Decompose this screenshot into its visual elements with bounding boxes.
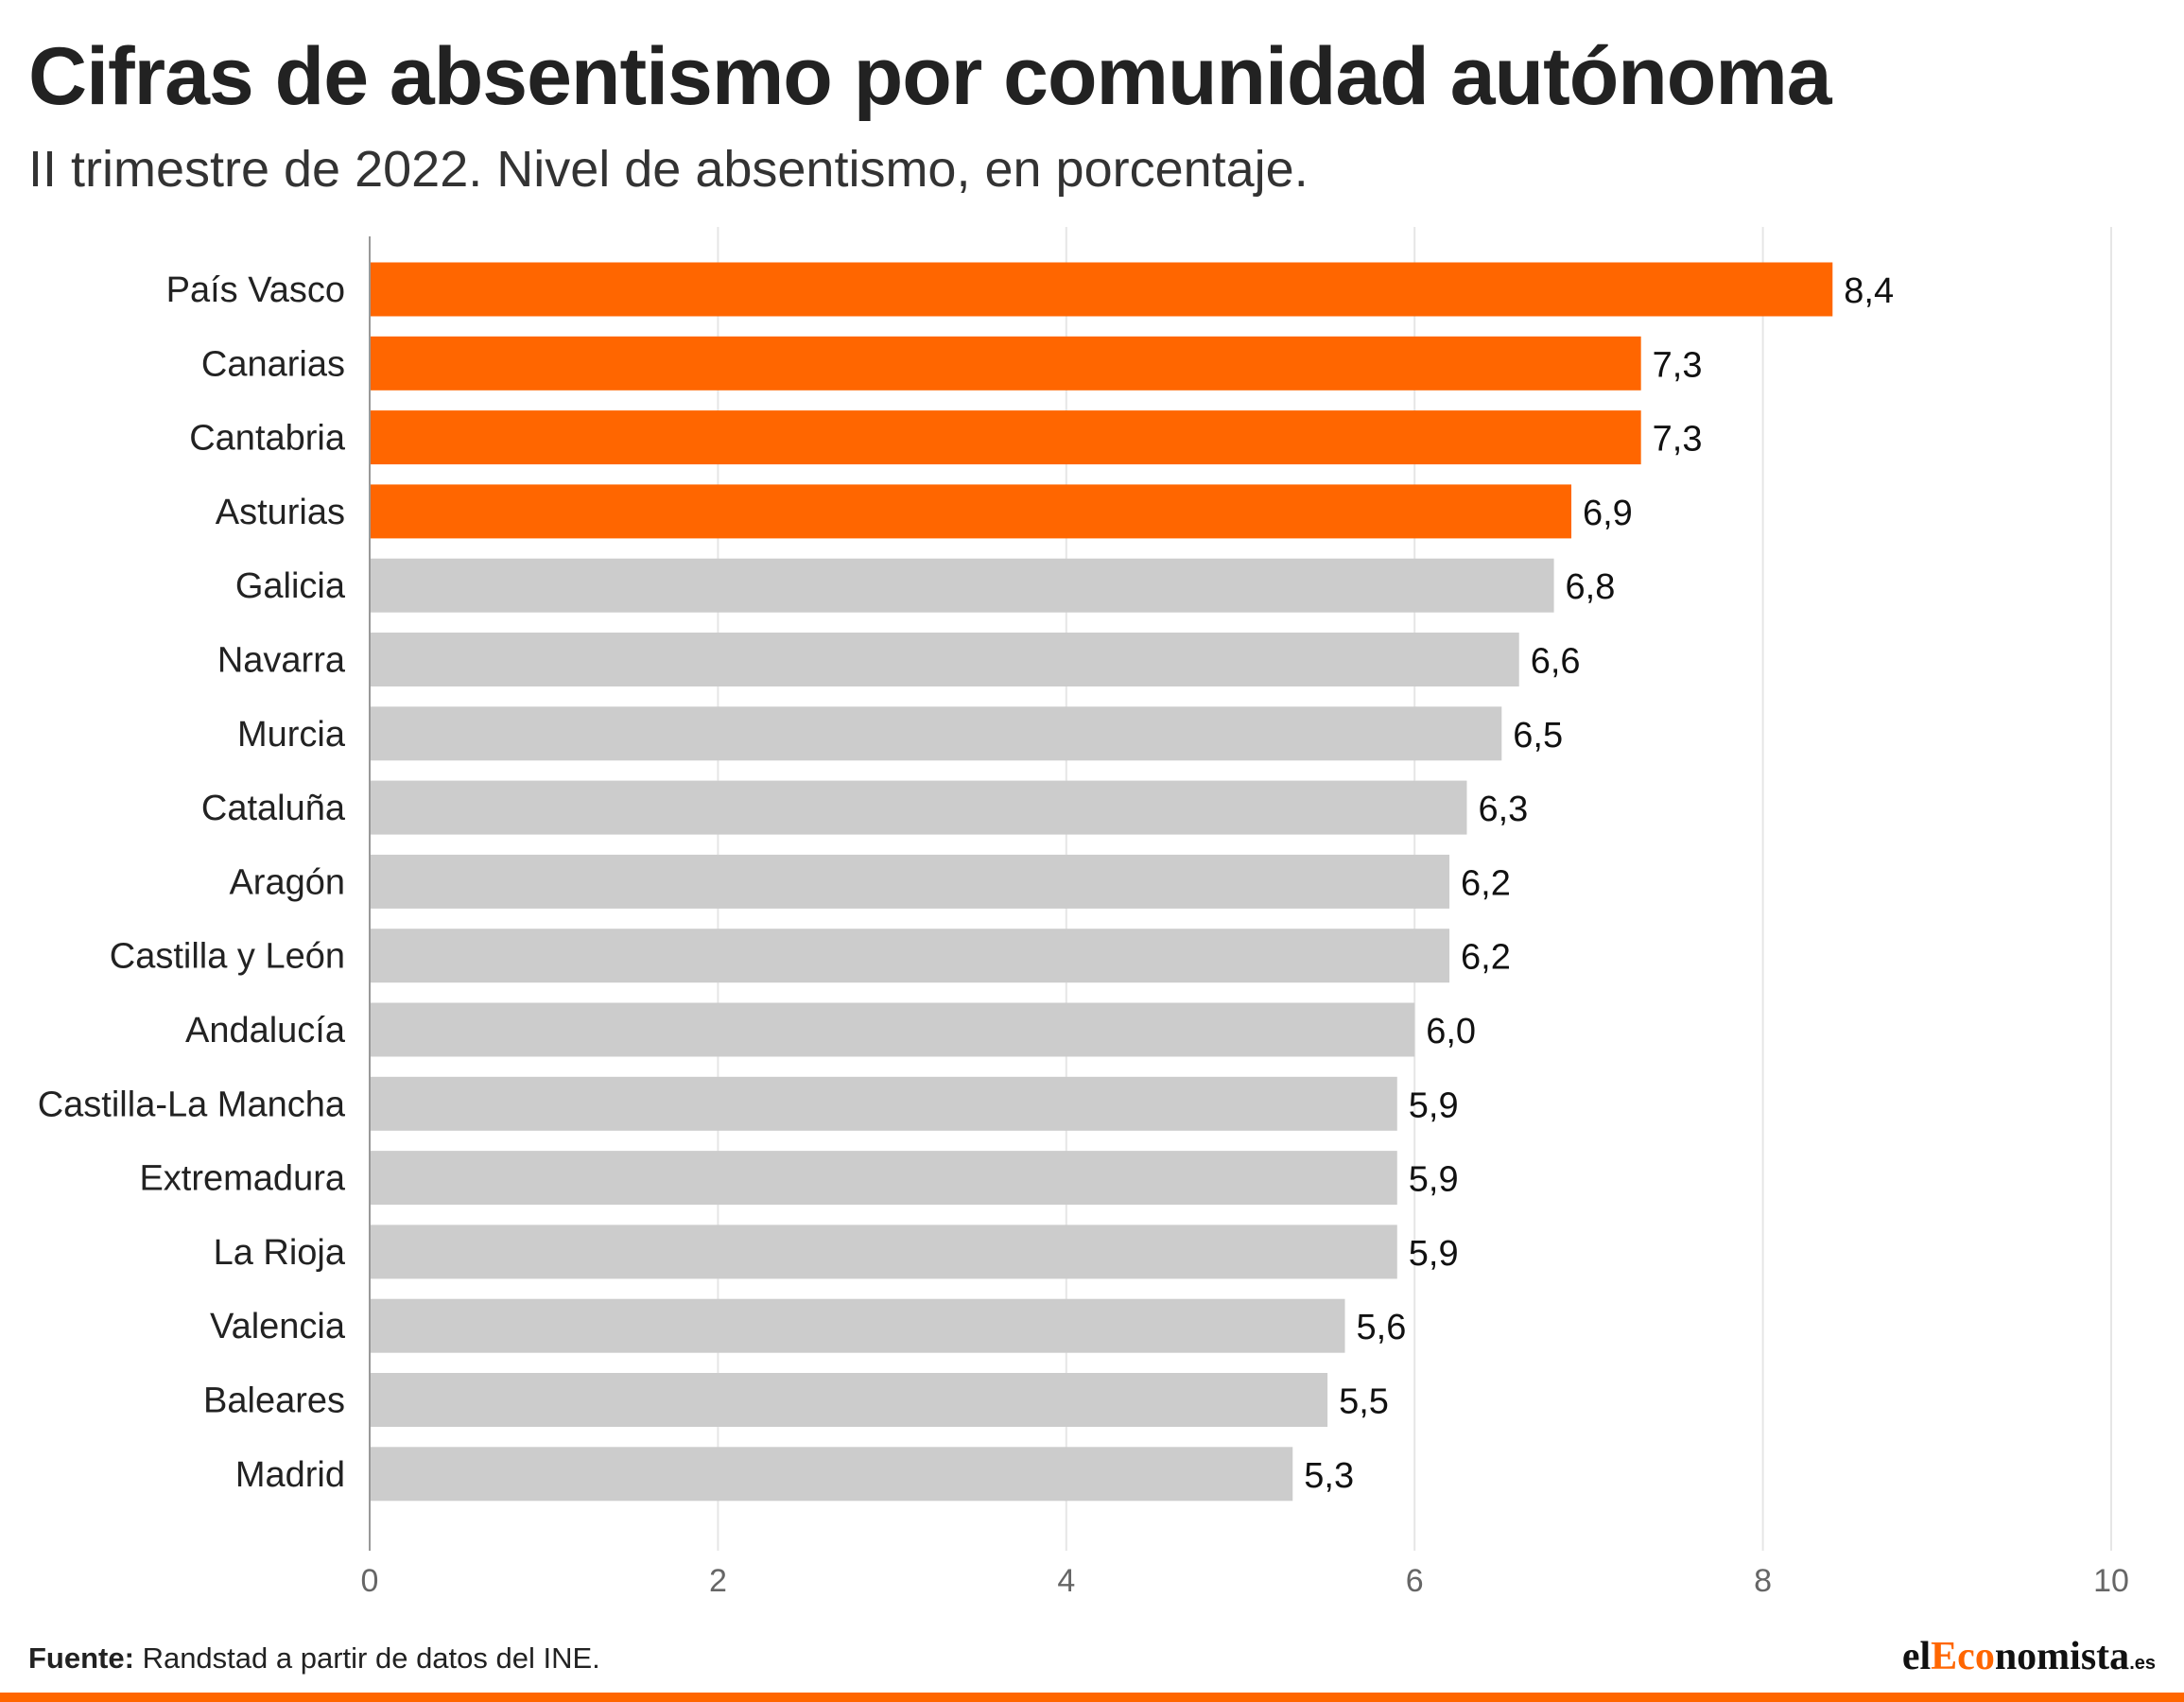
logo-part-el: el bbox=[1901, 1635, 1932, 1678]
x-tick-label: 10 bbox=[2093, 1563, 2129, 1599]
bar bbox=[370, 484, 1571, 539]
eleconomista-logo: elEconomista.es bbox=[1902, 1634, 2156, 1679]
x-tick-label: 8 bbox=[1754, 1563, 1772, 1599]
bar bbox=[370, 854, 1450, 909]
category-label: Navarra bbox=[217, 641, 346, 681]
x-tick-label: 4 bbox=[1057, 1563, 1075, 1599]
bar bbox=[370, 1298, 1345, 1353]
category-label: Asturias bbox=[216, 493, 345, 532]
category-label: Cantabria bbox=[189, 419, 346, 459]
category-label: Murcia bbox=[237, 715, 346, 755]
bar bbox=[370, 780, 1467, 835]
bar bbox=[370, 1151, 1397, 1206]
chart-title: Cifras de absentismo por comunidad autón… bbox=[28, 31, 1832, 122]
value-label: 6,3 bbox=[1478, 790, 1528, 829]
bar bbox=[370, 1002, 1415, 1057]
value-label: 5,5 bbox=[1339, 1382, 1389, 1422]
logo-part-tld: .es bbox=[2129, 1653, 2156, 1674]
value-label: 6,2 bbox=[1461, 863, 1511, 903]
value-label: 8,4 bbox=[1844, 271, 1894, 311]
bar bbox=[370, 1076, 1397, 1131]
value-label: 5,6 bbox=[1357, 1308, 1407, 1347]
chart-subtitle: II trimestre de 2022. Nivel de absentism… bbox=[28, 141, 1309, 198]
category-label: Baleares bbox=[203, 1381, 345, 1421]
value-label: 5,9 bbox=[1409, 1234, 1459, 1274]
bar bbox=[370, 1373, 1328, 1427]
category-label: Castilla y León bbox=[110, 937, 345, 977]
bar bbox=[370, 410, 1641, 465]
category-label: Cataluña bbox=[201, 789, 346, 828]
value-label: 6,0 bbox=[1426, 1012, 1476, 1051]
logo-part-eco: Eco bbox=[1931, 1635, 1995, 1678]
value-label: 7,3 bbox=[1653, 420, 1703, 460]
category-label: La Rioja bbox=[214, 1233, 346, 1273]
value-label: 5,9 bbox=[1409, 1085, 1459, 1125]
category-label: Extremadura bbox=[139, 1159, 345, 1199]
value-label: 7,3 bbox=[1653, 345, 1703, 385]
category-label: Andalucía bbox=[185, 1011, 346, 1051]
category-label: Valencia bbox=[210, 1307, 346, 1346]
bar-chart: País Vasco 8,4 Canarias 7,3 Cantabria 7,3 Astu… bbox=[38, 227, 2129, 1599]
category-label: Canarias bbox=[201, 344, 345, 384]
value-label: 6,9 bbox=[1583, 494, 1633, 533]
category-label: Galicia bbox=[235, 566, 346, 606]
value-label: 6,8 bbox=[1566, 567, 1616, 607]
value-label: 5,9 bbox=[1409, 1160, 1459, 1200]
source-note: Fuente: Randstad a partir de datos del I… bbox=[28, 1641, 600, 1676]
bottom-accent-bar bbox=[0, 1693, 2184, 1702]
bar bbox=[370, 706, 1502, 761]
value-label: 5,3 bbox=[1304, 1456, 1354, 1496]
value-label: 6,2 bbox=[1461, 938, 1511, 978]
category-label: Aragón bbox=[229, 862, 345, 902]
source-text: Randstad a partir de datos del INE. bbox=[142, 1641, 600, 1675]
logo-part-nomista: nomista bbox=[1994, 1635, 2130, 1678]
category-label: Madrid bbox=[235, 1455, 345, 1495]
bar bbox=[370, 633, 1519, 686]
bar bbox=[370, 262, 1833, 317]
bar bbox=[370, 336, 1641, 391]
category-label: País Vasco bbox=[166, 270, 345, 310]
value-label: 6,6 bbox=[1531, 642, 1581, 682]
x-tick-label: 2 bbox=[709, 1563, 727, 1599]
bar bbox=[370, 1447, 1293, 1502]
x-tick-label: 6 bbox=[1406, 1563, 1424, 1599]
bar bbox=[370, 558, 1554, 613]
x-tick-label: 0 bbox=[361, 1563, 379, 1599]
bar bbox=[370, 929, 1450, 983]
value-label: 6,5 bbox=[1513, 716, 1563, 755]
source-label: Fuente: bbox=[28, 1641, 134, 1675]
category-label: Castilla-La Mancha bbox=[38, 1085, 346, 1124]
bar bbox=[370, 1224, 1397, 1279]
